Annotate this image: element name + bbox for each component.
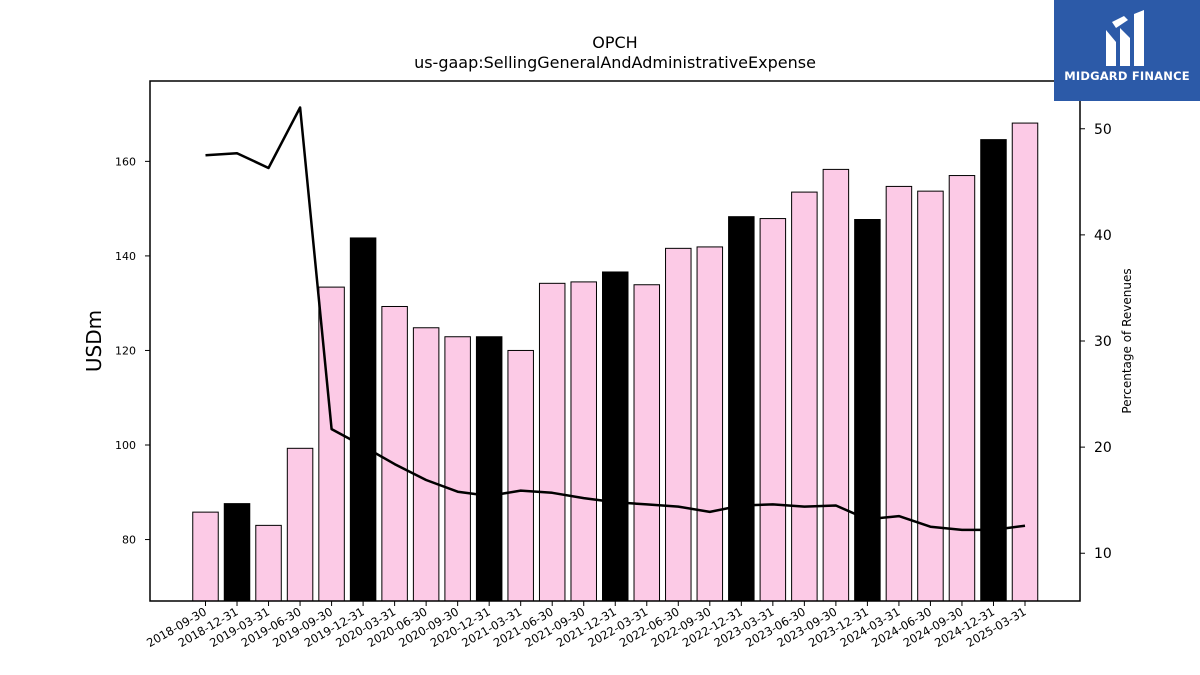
bar-2020-06-30 (412, 327, 440, 602)
y-tick-label: 140 (115, 250, 136, 263)
y2-tick-label: 40 (1094, 228, 1112, 244)
bar-2024-03-31 (885, 185, 913, 602)
bar-2022-06-30 (665, 247, 692, 602)
bar-2024-12-31 (980, 139, 1007, 602)
bar-2024-09-30 (948, 175, 976, 602)
y2-tick-label: 50 (1094, 122, 1112, 138)
bar-2023-03-31 (759, 218, 787, 602)
y-axis: 80 100 120 140 160 (115, 155, 150, 547)
chart-subtitle: us-gaap:SellingGeneralAndAdministrativeE… (414, 53, 816, 72)
y2-tick-label: 20 (1094, 440, 1112, 456)
bar-2019-06-30 (286, 447, 314, 602)
x-axis: 2018-09-302018-12-312019-03-312019-06-30… (144, 601, 1029, 650)
y-tick-label: 120 (115, 344, 136, 357)
bar-2020-12-31 (475, 336, 503, 602)
bar-2022-12-31 (728, 216, 755, 602)
midgard-logo-icon (1106, 10, 1144, 66)
bar-2021-03-31 (507, 349, 534, 602)
y2-axis-label: Percentage of Revenues (1120, 268, 1134, 413)
logo-text: MIDGARD FINANCE (1064, 69, 1190, 83)
bar-2019-12-31 (349, 237, 377, 602)
percentage-line (205, 106, 1026, 532)
chart-title: OPCH (592, 33, 637, 52)
bar-2020-03-31 (381, 305, 408, 602)
bar-2024-06-30 (917, 190, 944, 602)
bar-2022-03-31 (633, 284, 661, 602)
bar-2021-09-30 (570, 281, 597, 602)
bar-2023-09-30 (822, 168, 850, 602)
bar-2019-03-31 (255, 524, 282, 602)
bar-2018-09-30 (192, 511, 219, 602)
line-group (205, 106, 1026, 532)
y-tick-label: 100 (115, 439, 136, 452)
bar-2018-12-31 (223, 503, 251, 602)
bar-2025-03-31 (1011, 122, 1039, 602)
bar-2023-06-30 (791, 191, 818, 602)
brand-logo: MIDGARD FINANCE (1054, 0, 1200, 101)
bar-2021-12-31 (602, 271, 629, 602)
y2-tick-label: 30 (1094, 334, 1112, 350)
bar-2023-12-31 (854, 219, 881, 602)
bars-group (192, 122, 1039, 602)
y-tick-label: 160 (115, 155, 136, 168)
y2-tick-label: 10 (1094, 546, 1112, 562)
bar-2020-09-30 (444, 336, 471, 602)
y-axis-label: USDm (82, 310, 106, 372)
bar-2021-06-30 (538, 282, 566, 602)
bar-2022-09-30 (696, 246, 724, 602)
y-tick-label: 80 (122, 534, 136, 547)
y2-axis: 10 20 30 40 50 (1080, 122, 1112, 562)
